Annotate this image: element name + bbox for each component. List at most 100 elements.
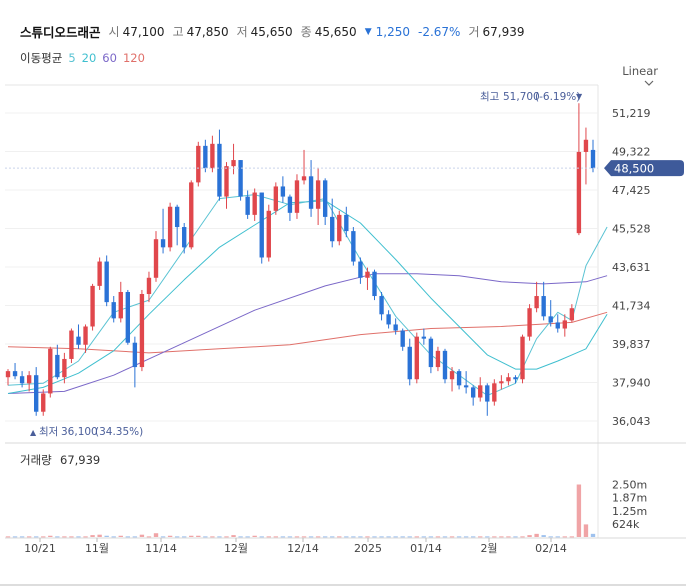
price-tick-label: 39,837	[612, 338, 651, 351]
volume-bar	[569, 536, 575, 538]
volume-bar	[76, 536, 81, 538]
candle	[280, 176, 286, 203]
scale-selector[interactable]: Linear	[622, 64, 658, 78]
candle-body	[330, 216, 335, 242]
candle	[153, 231, 159, 282]
volume-bar	[153, 533, 159, 537]
volume-bar	[506, 536, 511, 538]
candle-body	[55, 354, 60, 378]
candle-body	[224, 166, 229, 197]
candle-body	[5, 371, 11, 378]
candle-body	[478, 385, 483, 398]
candle-body	[414, 336, 419, 380]
volume-bar	[576, 484, 582, 537]
candle-body	[160, 239, 166, 248]
candle	[189, 180, 194, 250]
candle-body	[259, 192, 264, 258]
volume-tick-label: 2.50m	[612, 479, 647, 492]
candle	[245, 190, 250, 219]
volume-bar	[280, 536, 286, 538]
volume-bar	[485, 536, 490, 538]
volume-bar	[463, 536, 469, 538]
candle	[196, 141, 201, 187]
chevron-down-icon[interactable]	[644, 80, 654, 86]
volume-bar	[435, 536, 441, 538]
candle	[273, 182, 279, 215]
volume-bar	[273, 536, 279, 538]
candle-body	[534, 296, 539, 309]
candle	[421, 328, 427, 345]
moving-average-legend[interactable]: 이동평균 5 20 60 120	[20, 50, 151, 66]
candle-body	[449, 371, 455, 380]
volume-tick-label: 624k	[612, 518, 640, 531]
candle-body	[337, 214, 342, 242]
candle	[337, 210, 342, 246]
price-tick-label: 45,528	[612, 223, 651, 236]
candle-body	[407, 346, 412, 380]
candle-body	[379, 296, 384, 315]
candle	[34, 367, 39, 416]
price-tick-label: 41,734	[612, 300, 651, 313]
candle-body	[196, 145, 201, 183]
low-annotation-prefix: 최저	[39, 426, 58, 438]
candle-body	[470, 387, 476, 398]
low-marker-icon: ▲	[30, 428, 37, 437]
date-tick-label: 02/14	[535, 542, 567, 555]
candle-body	[541, 296, 546, 317]
volume-bar	[196, 535, 201, 537]
volume-bar	[379, 536, 384, 538]
price-axis: 51,219 49,322 47,425 45,528 43,631 41,734 39,8…	[5, 107, 651, 428]
candle	[90, 283, 95, 331]
ma5-line	[7, 194, 608, 396]
candle-body	[62, 358, 67, 378]
candle-body	[266, 210, 271, 258]
candle-body	[273, 186, 279, 211]
volume-bar	[337, 536, 342, 538]
price-tick-label: 36,043	[612, 415, 651, 428]
volume-bar	[48, 535, 53, 537]
candle	[19, 371, 25, 388]
candlesticks	[5, 103, 598, 416]
candle	[393, 318, 398, 335]
candle-body	[301, 176, 307, 181]
candle-body	[132, 342, 138, 368]
high-label: 고	[172, 25, 184, 39]
date-tick-label: 11월	[85, 542, 109, 555]
volume-bar	[287, 536, 293, 538]
price-tick-label: 37,940	[612, 377, 651, 390]
candle-body	[435, 350, 441, 368]
open-value: 47,100	[122, 24, 165, 39]
candle-body	[583, 139, 589, 152]
quote-row: 스튜디오드래곤 시 47,100 고 47,850 저 45,650 종 45,…	[20, 22, 532, 41]
candle	[569, 304, 575, 323]
volume-bar	[97, 534, 102, 537]
candle-body	[344, 214, 349, 232]
candle	[252, 188, 257, 221]
volume-bar	[62, 536, 67, 538]
candle	[259, 192, 264, 264]
candle	[322, 178, 328, 226]
volume-tick-label: 1.87m	[612, 492, 647, 505]
high-marker-icon: ▼	[576, 92, 583, 101]
candle	[69, 328, 74, 364]
candle-body	[41, 393, 46, 412]
close-value: 45,650	[314, 24, 357, 39]
price-tick-label: 49,322	[612, 146, 651, 159]
candle-body	[12, 371, 18, 377]
volume-bar	[520, 536, 525, 538]
volume-bar	[69, 536, 74, 538]
candle-body	[386, 314, 391, 325]
volume-bar	[492, 536, 497, 538]
low-annotation-percent: (34.35%)	[95, 426, 143, 438]
volume-bar	[541, 535, 546, 537]
stock-name[interactable]: 스튜디오드래곤	[20, 25, 101, 40]
volume-bar	[562, 536, 567, 538]
extreme-annotations: 최고 51,700 (-6.19%) ▼ ▲ 최저 36,100 (34.35%…	[30, 91, 583, 438]
candle	[160, 208, 166, 254]
low-label: 저	[236, 25, 248, 39]
volume-bar	[210, 536, 215, 538]
candle-body	[139, 294, 145, 368]
candle	[83, 324, 88, 353]
